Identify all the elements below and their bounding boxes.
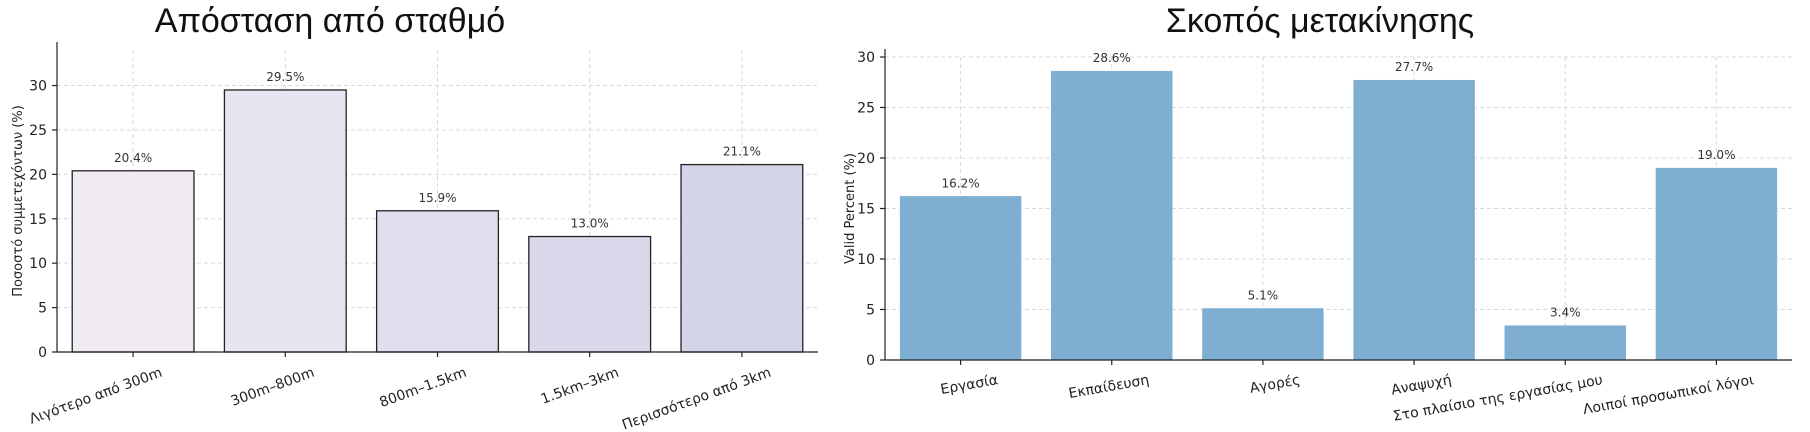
chart-title: Απόσταση από σταθμό (154, 2, 506, 40)
y-tick-label: 0 (866, 353, 875, 369)
chart-title: Σκοπός μετακίνησης (1165, 2, 1475, 40)
chart-distance: Απόσταση από σταθμό 0 5 10 15 20 25 30 20.4% Λιγ… (0, 0, 830, 432)
y-tick-label: 0 (38, 345, 47, 361)
bar (71, 170, 195, 353)
data-label: 21.1% (723, 145, 761, 159)
bar (1504, 325, 1626, 361)
x-tick-label: Λοιποί προσωπικοί λόγοι (1582, 372, 1756, 418)
bar (223, 89, 347, 353)
data-label: 3.4% (1550, 306, 1581, 320)
data-label: 27.7% (1395, 60, 1433, 74)
bar (1353, 79, 1475, 361)
y-tick-label: 30 (857, 50, 875, 66)
x-tick-label: Αγορές (1249, 372, 1302, 397)
data-label: 28.6% (1093, 51, 1131, 65)
x-tick-label: Αναψυχή (1390, 372, 1453, 398)
x-tick-label: 800m–1.5km (378, 365, 469, 411)
bar (1655, 167, 1778, 361)
bar (375, 210, 500, 353)
data-label: 15.9% (418, 191, 456, 205)
y-tick-label: 20 (857, 151, 875, 167)
bar (680, 163, 804, 353)
x-tick-label: Περισσότερο από 3km (620, 365, 773, 432)
bar (1202, 308, 1324, 361)
y-tick-label: 10 (29, 256, 47, 272)
y-tick-label: 15 (857, 202, 875, 218)
x-tick-label: Λιγότερο από 300m (27, 365, 164, 428)
chart-svg: 0 5 10 15 20 25 30 20.4% Λιγότερο από 300m 29.5% 3… (11, 42, 818, 432)
data-label: 29.5% (266, 70, 304, 84)
y-tick-label: 5 (38, 301, 47, 317)
bar (899, 196, 1022, 361)
data-label: 13.0% (571, 217, 609, 231)
x-tick-label: Εκπαίδευση (1067, 372, 1150, 402)
y-tick-label: 15 (29, 212, 47, 228)
data-label: 16.2% (942, 176, 980, 190)
y-axis-label: Ποσοστό συμμετεχόντων (%) (11, 105, 26, 297)
x-tick-label: Εργασία (939, 372, 999, 398)
data-label: 19.0% (1697, 148, 1735, 162)
x-tick-label: 300m–800m (229, 365, 317, 410)
bar (1051, 70, 1173, 361)
y-tick-label: 25 (857, 101, 875, 117)
y-tick-label: 30 (29, 79, 47, 95)
y-tick-label: 5 (866, 303, 875, 319)
x-tick-label: 1.5km–3km (539, 365, 621, 408)
chart-purpose: Σκοπός μετακίνησης 0 5 10 15 20 25 30 16.2% Εργα… (830, 0, 1810, 432)
y-tick-label: 10 (857, 252, 875, 268)
y-axis-label: Valid Percent (%) (843, 153, 858, 264)
chart-svg: 0 5 10 15 20 25 30 16.2% Εργασία 28.6% Εκπαίδευση 5… (843, 49, 1792, 425)
bar (528, 235, 652, 353)
y-tick-label: 20 (29, 167, 47, 183)
data-label: 20.4% (114, 151, 152, 165)
data-label: 5.1% (1248, 288, 1279, 302)
y-tick-label: 25 (29, 123, 47, 139)
